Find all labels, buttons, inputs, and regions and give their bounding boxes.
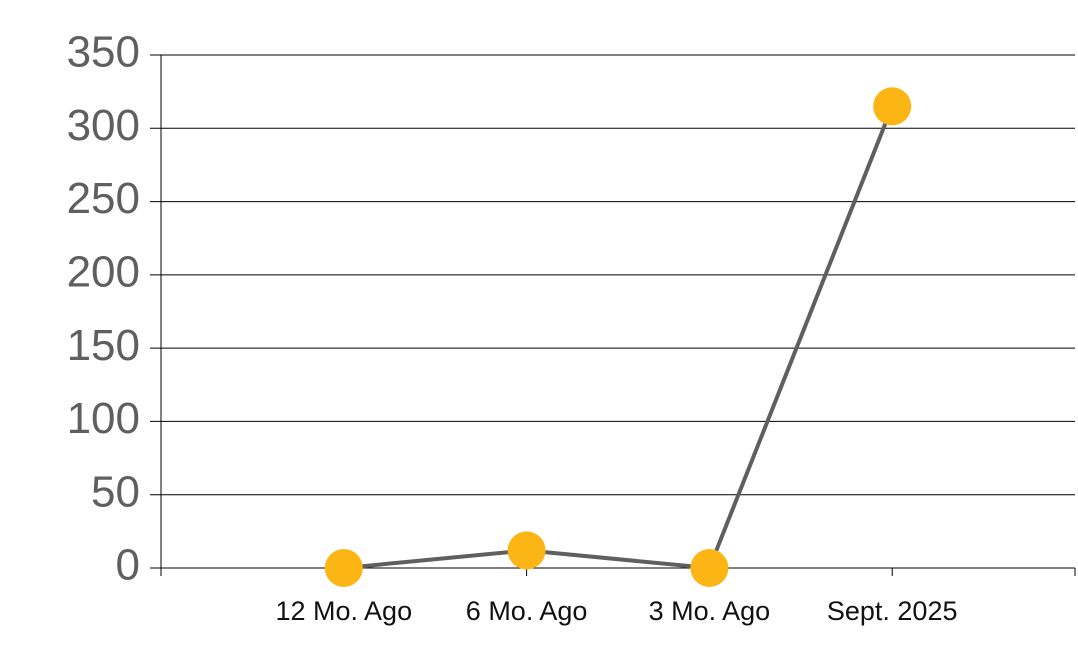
y-tick-label: 200 [67,247,140,296]
marker [507,531,546,570]
x-tick-label: 6 Mo. Ago [466,596,588,626]
y-tick-label: 150 [67,321,140,370]
y-tick-label: 300 [67,101,140,150]
y-tick-label: 50 [91,467,140,516]
x-tick-label: 12 Mo. Ago [275,596,412,626]
x-tick-label: 3 Mo. Ago [649,596,771,626]
line [343,105,895,571]
y-tick-label: 100 [67,394,140,443]
y-tick-label: 0 [116,541,140,590]
y-tick-label: 350 [67,28,140,77]
marker [324,549,363,587]
x-tick-label: Sept. 2025 [827,596,958,626]
marker [690,549,729,587]
marker [873,87,912,126]
y-tick-label: 250 [67,174,140,223]
